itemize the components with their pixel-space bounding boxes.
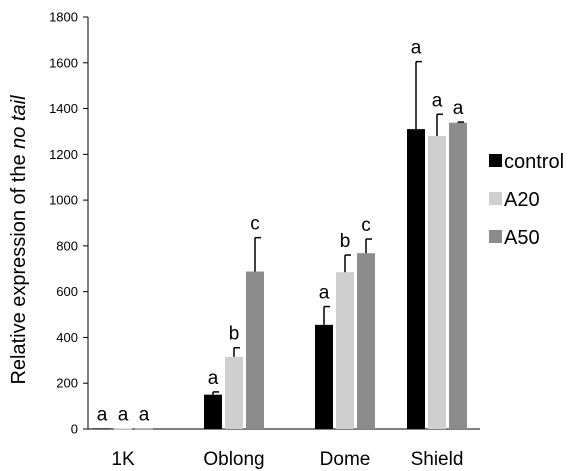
y-axis-label-text: Relative expression of the	[8, 149, 30, 385]
significance-letter: c	[361, 215, 371, 236]
x-category-label: Dome	[320, 449, 371, 470]
y-tick-label: 400	[56, 330, 78, 345]
y-tick-label: 800	[56, 238, 78, 253]
significance-letter: a	[411, 38, 422, 59]
legend-label: A50	[504, 227, 540, 249]
significance-letter: b	[229, 324, 240, 345]
chart-bars	[93, 60, 467, 430]
bar	[357, 253, 375, 429]
y-tick-label: 600	[56, 284, 78, 299]
significance-letter: c	[250, 214, 260, 235]
y-tick-label: 1400	[49, 101, 78, 116]
y-axis-label-italic: no tail	[8, 95, 30, 149]
y-tick-label: 200	[56, 376, 78, 391]
bar	[428, 136, 446, 429]
chart-legend: control A20 A50	[489, 151, 564, 249]
bar	[135, 428, 153, 430]
significance-letter: a	[453, 98, 464, 119]
legend-swatch	[489, 154, 502, 167]
y-tick-label: 1200	[49, 147, 78, 162]
significance-letter: a	[118, 404, 129, 425]
bar	[225, 356, 243, 429]
y-axis-label: Relative expression of the no tail	[8, 95, 30, 385]
significance-letter: a	[319, 283, 330, 304]
significance-letter: a	[139, 404, 150, 425]
y-tick-label: 1800	[49, 10, 78, 25]
legend-label: A20	[504, 189, 540, 211]
significance-letter: a	[208, 368, 219, 389]
legend-swatch	[489, 192, 502, 205]
chart-axes: 0 200 400 600 800 1000 1200 1400 1600 1800	[49, 10, 480, 437]
bar	[449, 122, 467, 429]
y-tick-label: 1000	[49, 193, 78, 208]
x-category-label: Shield	[411, 449, 464, 470]
bar	[315, 324, 333, 429]
bar	[246, 271, 264, 429]
bar	[114, 428, 132, 430]
bar	[204, 394, 222, 429]
significance-letter: b	[340, 231, 351, 252]
y-tick-label: 1600	[49, 55, 78, 70]
bar	[336, 272, 354, 429]
significance-letter: a	[97, 404, 108, 425]
bar	[93, 428, 111, 430]
y-tick-label: 0	[71, 422, 78, 437]
legend-label: control	[504, 151, 564, 173]
x-category-label: 1K	[111, 449, 135, 470]
bar	[407, 129, 425, 429]
significance-letter: a	[432, 90, 443, 111]
legend-swatch	[489, 230, 502, 243]
x-category-label: Oblong	[203, 449, 264, 470]
